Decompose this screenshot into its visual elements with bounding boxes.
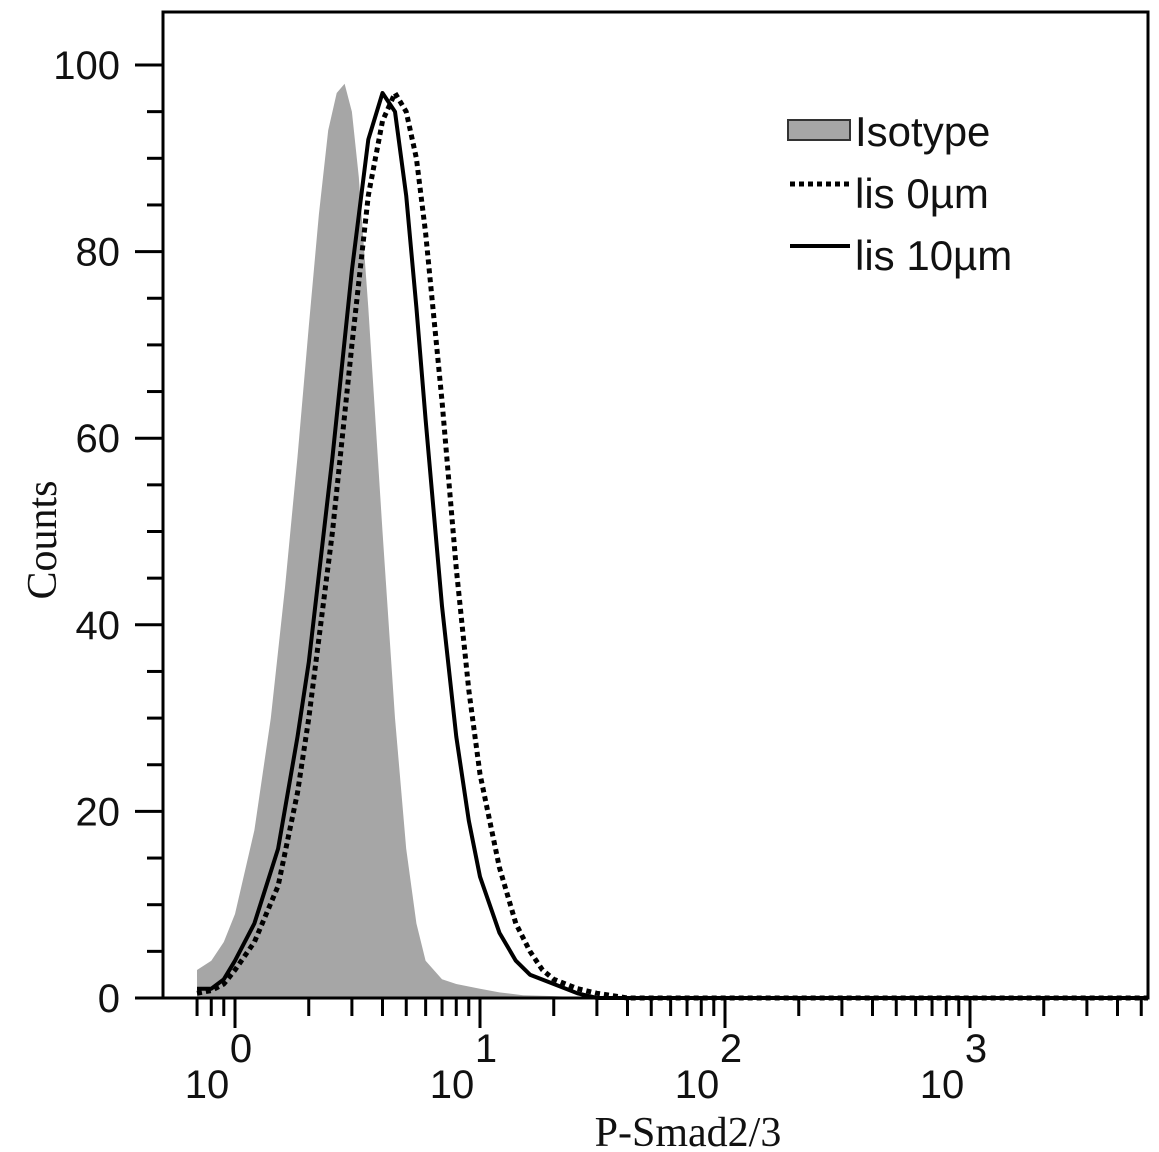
series-area-isotype: [197, 83, 1148, 998]
x-tick-label-base: 10: [675, 1063, 720, 1107]
x-axis: 100101102103104: [185, 998, 1143, 1107]
x-tick-label-base: 10: [920, 1063, 965, 1107]
x-tick-label-exponent: 0: [230, 1027, 252, 1071]
legend-label-isotype: Isotype: [855, 108, 990, 155]
y-tick-label: 20: [76, 790, 121, 834]
x-tick-label-exponent: 1: [475, 1027, 497, 1071]
y-tick-label: 60: [76, 417, 121, 461]
x-axis-title: P-Smad2/3: [595, 1110, 782, 1152]
series-line-lis-0-m: [196, 90, 1148, 1001]
legend: Isotype lis 0µm lis 10µm: [787, 108, 1012, 279]
y-tick-label: 40: [76, 604, 121, 648]
y-tick-label: 80: [76, 231, 121, 275]
y-tick-label: 0: [98, 977, 120, 1021]
x-tick-label-base: 10: [185, 1063, 230, 1107]
y-axis-title: Counts: [20, 480, 66, 599]
series-layer: [196, 83, 1148, 1001]
series-line-lis-10-m: [197, 91, 1148, 1000]
x-tick-label-exponent: 3: [965, 1027, 987, 1071]
plot-frame: [161, 10, 1150, 1000]
legend-label-lis-0um: lis 0µm: [855, 170, 989, 217]
legend-label-lis-10um: lis 10µm: [855, 232, 1012, 279]
y-tick-label: 100: [53, 44, 120, 88]
x-tick-label-exponent: 2: [720, 1027, 742, 1071]
x-tick-label-base: 10: [430, 1063, 475, 1107]
y-axis: 0 20 40 60 80 100: [53, 44, 163, 1021]
legend-swatch-isotype: [787, 119, 851, 141]
